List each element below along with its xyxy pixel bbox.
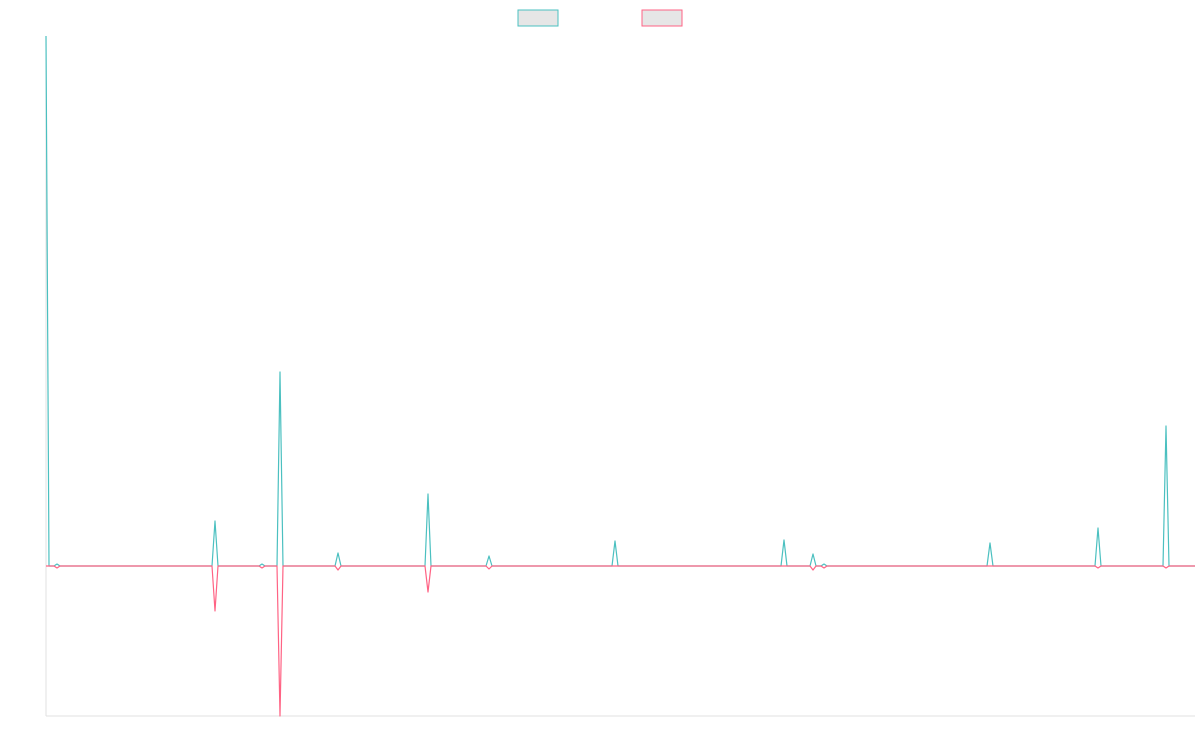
series-line [45, 35, 1195, 567]
series-line [46, 565, 1195, 717]
legend-swatch [517, 9, 559, 27]
legend-swatch [641, 9, 683, 27]
